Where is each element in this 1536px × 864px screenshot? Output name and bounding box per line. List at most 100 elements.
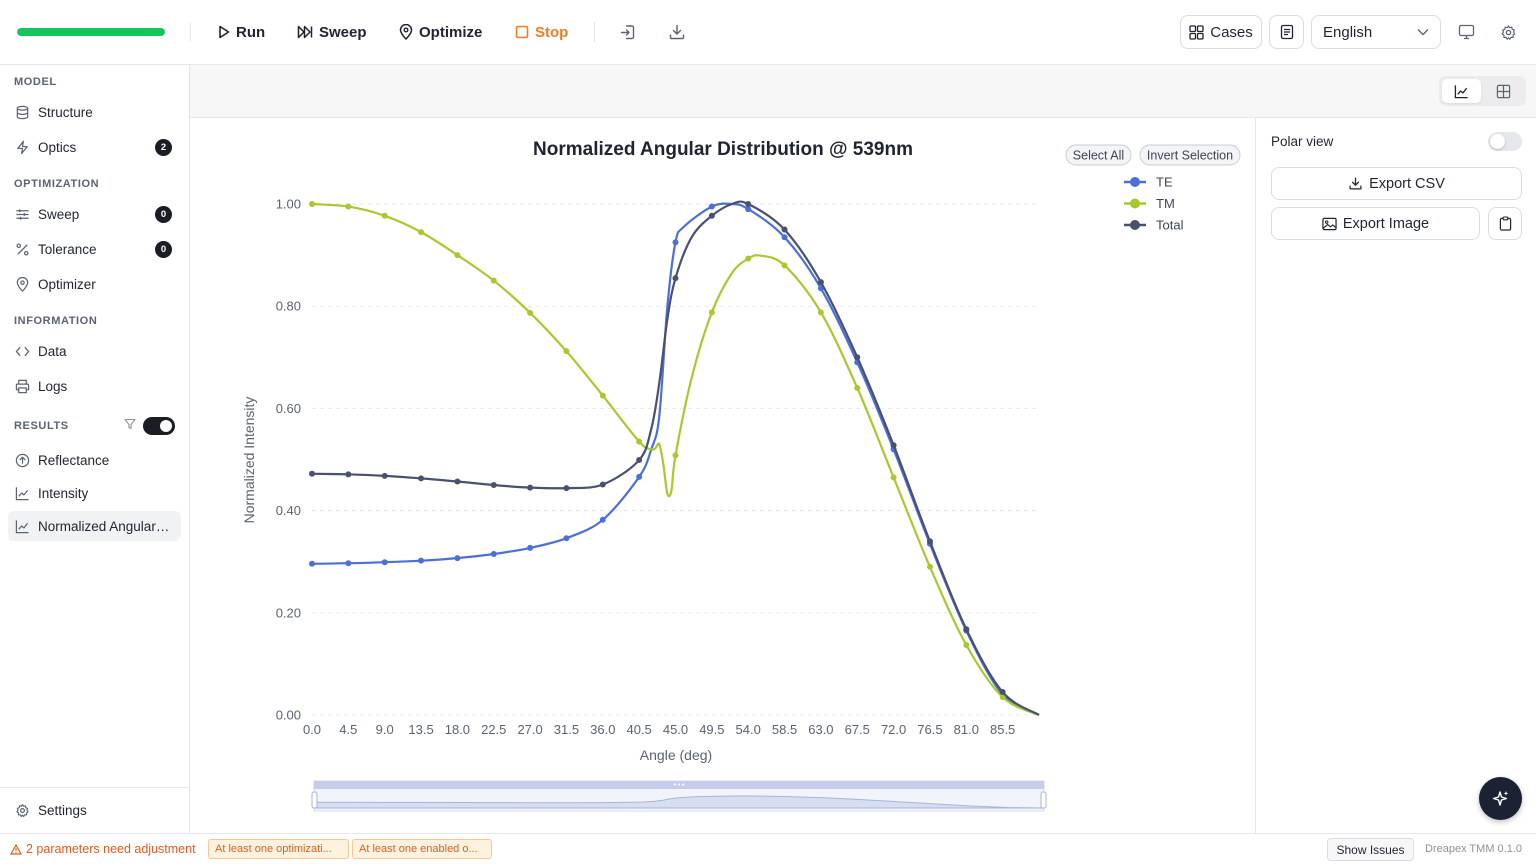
sidebar-item-optics[interactable]: Optics 2 [8,132,181,162]
warning-chip-enabled[interactable]: At least one enabled o... [352,839,492,859]
data-point-te [563,535,570,542]
results-toggle[interactable] [143,417,175,435]
data-point-tm [999,694,1006,701]
zoom-handle-right[interactable] [1040,791,1047,809]
export-image-label: Export Image [1342,215,1430,232]
run-label: Run [236,23,266,41]
sweep-count-badge: 0 [155,206,172,223]
polar-view-toggle[interactable] [1488,132,1522,151]
legend-marker [1130,220,1140,230]
data-point-te [490,551,497,558]
legend-item-tm[interactable]: TM [1124,196,1175,211]
settings-gear-button[interactable] [1496,20,1520,44]
data-point-total [418,475,425,482]
data-point-te [345,560,352,567]
y-tick-label: 0.60 [276,401,301,416]
sidebar-item-label: Optimizer [38,276,96,292]
x-tick-label: 31.5 [554,722,579,737]
data-point-te [599,516,606,523]
sidebar-item-data[interactable]: Data [8,336,181,366]
optimize-button[interactable]: Optimize [399,18,482,46]
cases-button[interactable]: Cases [1180,15,1262,49]
chart-view-button[interactable] [1442,79,1481,103]
language-select[interactable]: English [1311,15,1441,49]
select-all-button[interactable]: Select All [1065,144,1132,166]
data-point-tm [418,229,425,236]
download-button[interactable] [665,20,689,44]
section-model: MODEL [14,76,57,88]
copy-clipboard-button[interactable] [1488,207,1522,240]
chevron-down-icon [1417,29,1429,36]
sweep-button[interactable]: Sweep [297,18,367,46]
x-axis-ticks: 0.0 4.5 9.0 13.5 18.0 22.5 27.0 31.5 36.0 40.5 45.… [303,722,1015,737]
legend-item-te[interactable]: TE [1124,175,1173,190]
table-view-button[interactable] [1485,79,1524,103]
data-point-tm [527,309,534,316]
invert-selection-label: Invert Selection [1147,149,1233,163]
stop-button[interactable]: Stop [515,18,568,46]
zoom-grip-icon[interactable]: ••• [673,781,685,789]
x-tick-label: 81.0 [954,722,979,737]
data-point-te [672,239,679,246]
chart-legend: TE TM Total [1124,175,1184,233]
y-tick-label: 0.00 [276,708,301,723]
section-results: RESULTS [14,420,69,432]
data-point-total [381,472,388,479]
legend-item-total[interactable]: Total [1124,218,1184,233]
data-point-total [599,481,606,488]
parameter-warning[interactable]: 2 parameters need adjustment [10,842,196,856]
x-tick-label: 4.5 [339,722,357,737]
sidebar-item-reflectance[interactable]: Reflectance [8,445,181,475]
data-point-tm [745,255,752,262]
data-point-tm [454,252,461,259]
data-point-te [781,234,788,241]
data-point-tm [309,201,315,207]
sidebar-item-structure[interactable]: Structure [8,97,181,127]
data-point-tm [345,203,352,210]
chart-grid [312,203,1039,716]
line-chart-icon [1454,84,1468,98]
sidebar-item-intensity[interactable]: Intensity [8,478,181,508]
language-value: English [1323,23,1373,41]
clipboard-icon [1499,216,1511,231]
printer-icon [15,379,30,393]
display-button[interactable] [1454,20,1478,44]
percent-icon [16,242,29,256]
import-button[interactable] [616,20,640,44]
zoom-slider[interactable]: ••• [311,780,1047,812]
data-point-total [926,538,933,545]
stop-label: Stop [535,23,569,41]
sidebar-item-normalized-angular[interactable]: Normalized Angular Distribution [8,511,181,541]
image-icon [1322,217,1337,230]
invert-selection-button[interactable]: Invert Selection [1139,144,1241,166]
chart-title: Normalized Angular Distribution @ 539nm [533,139,913,160]
sidebar-item-settings[interactable]: Settings [8,795,181,825]
export-csv-button[interactable]: Export CSV [1271,167,1522,200]
x-tick-label: 27.0 [517,722,542,737]
progress-bar [17,28,165,36]
angular-distribution-chart: 0.00 0.20 0.40 0.60 0.80 1.00 0.0 4.5 9.0 13.5 18… [241,139,1241,812]
line-chart-icon [15,519,29,533]
show-issues-button[interactable]: Show Issues [1327,838,1414,861]
data-point-total [708,212,715,219]
sidebar-item-sweep[interactable]: Sweep 0 [8,199,181,229]
data-point-te [309,560,315,567]
data-point-te [636,473,643,480]
notes-button[interactable] [1269,15,1304,49]
sidebar-item-tolerance[interactable]: Tolerance 0 [8,234,181,264]
filter-icon[interactable] [124,418,136,430]
toolbar-divider [594,22,595,42]
data-point-tm [817,309,824,316]
export-image-button[interactable]: Export Image [1271,207,1480,240]
sidebar-item-optimizer[interactable]: Optimizer [8,269,181,299]
data-point-tm [926,563,933,570]
warning-chip-optimization[interactable]: At least one optimizati... [208,839,349,859]
zoom-handle-left[interactable] [311,791,318,809]
legend-label: TE [1156,175,1173,190]
ai-assistant-button[interactable] [1479,777,1522,820]
view-bar [190,65,1536,118]
sidebar-item-logs[interactable]: Logs [8,371,181,401]
data-point-te [527,544,534,551]
y-axis-label: Normalized Intensity [241,397,257,524]
run-button[interactable]: Run [218,18,265,46]
